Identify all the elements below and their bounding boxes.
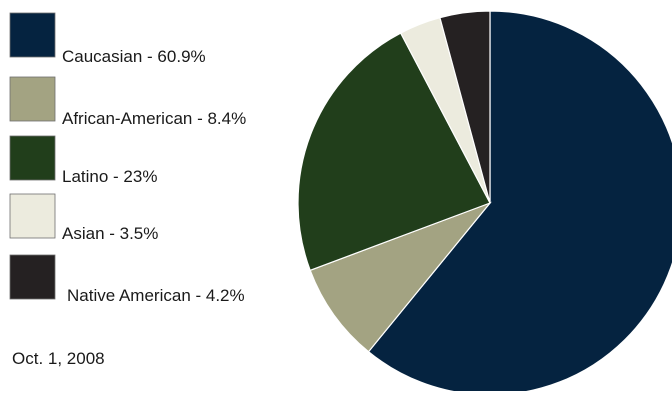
legend: Caucasian - 60.9% African-American - 8.4%… [9, 12, 246, 305]
pie-slice-native-american [439, 10, 491, 204]
legend-label-african-american: African-American - 8.4% [62, 109, 246, 128]
pie-slice-african-american [309, 201, 492, 353]
legend-label-native-american: Native American - 4.2% [67, 286, 245, 305]
legend-swatch-caucasian [9, 12, 56, 58]
date-label: Oct. 1, 2008 [12, 349, 105, 368]
legend-label-asian: Asian - 3.5% [62, 224, 158, 243]
legend-label-latino: Latino - 23% [62, 167, 157, 186]
pie-slice-latino [297, 32, 491, 272]
legend-swatch-african-american [9, 76, 56, 122]
legend-swatch-latino [9, 135, 56, 181]
legend-label-caucasian: Caucasian - 60.9% [62, 47, 206, 66]
legend-swatch-native-american [9, 254, 56, 300]
pie [297, 10, 672, 396]
legend-swatch-asian [9, 193, 56, 239]
